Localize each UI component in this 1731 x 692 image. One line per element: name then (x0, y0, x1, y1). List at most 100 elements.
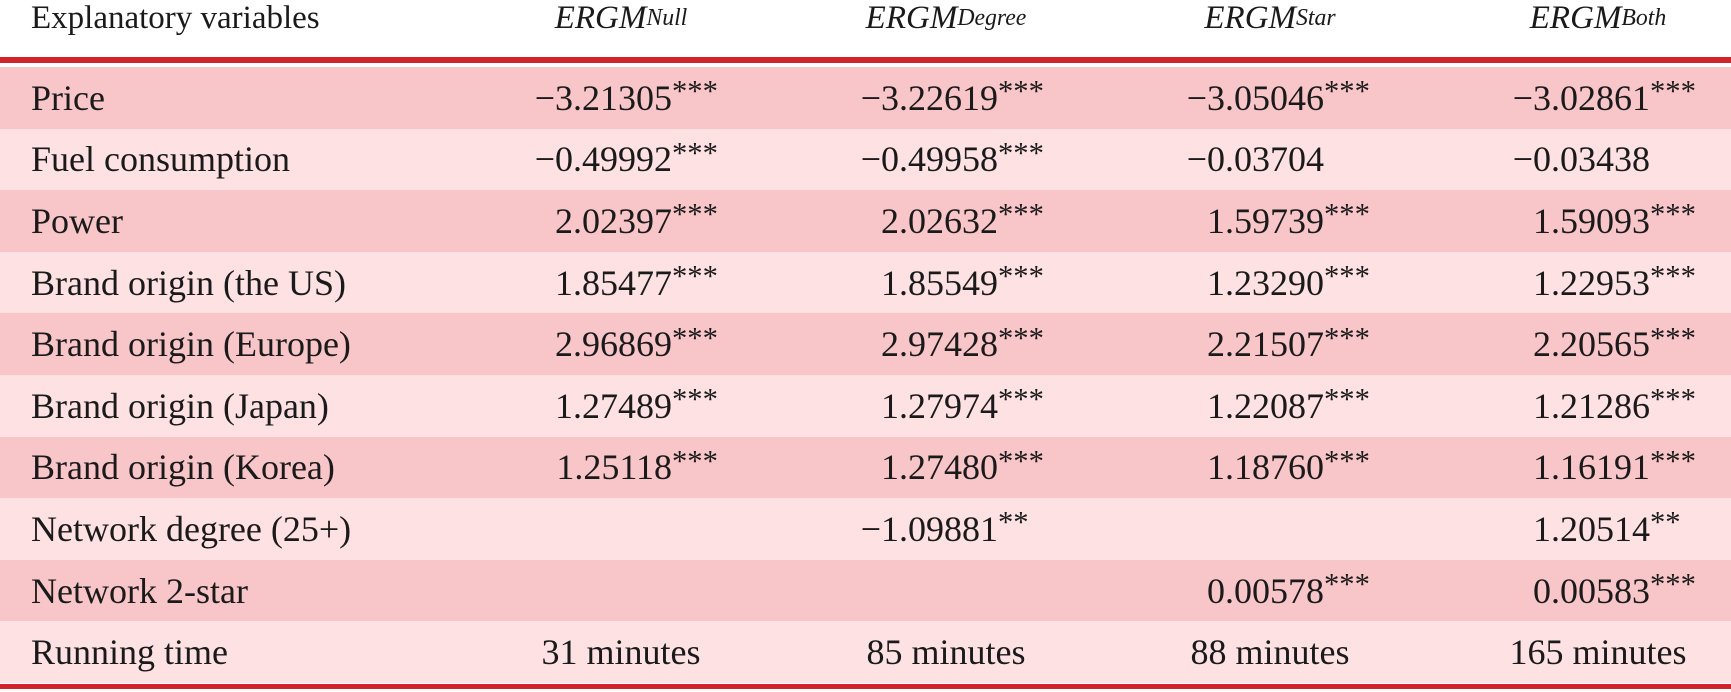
table-cell: Brand origin (Japan) (31, 375, 329, 437)
table-cell: 1.21286 *** (1398, 375, 1698, 437)
significance: *** (1650, 258, 1696, 293)
table-row: Power 2.02397 *** 2.02632 *** 1.59739 *** 1.590… (0, 190, 1731, 252)
significance: *** (1650, 320, 1696, 355)
table-cell: 165 minutes (1448, 621, 1731, 683)
significance: *** (672, 320, 718, 355)
column-header: ERGM Both (1448, 0, 1731, 36)
coefficient: −3.21305 (534, 77, 672, 118)
table-cell: 1.27480 *** (746, 437, 1046, 499)
coefficient: −3.02861 (1512, 77, 1650, 118)
coefficient: 1.27480 (881, 447, 998, 488)
coefficient: 1.85549 (881, 262, 998, 303)
table-row: Brand origin (the US) 1.85477 *** 1.85549 **… (0, 251, 1731, 314)
header-sub: Both (1621, 4, 1667, 31)
header-sub: Star (1296, 4, 1336, 31)
row-label: Brand origin (Japan) (31, 385, 329, 426)
table-cell: 1.20514 ** (1398, 498, 1698, 560)
header-main: ERGM (554, 0, 647, 36)
significance: ** (1650, 505, 1681, 540)
row-label: Network 2-star (31, 570, 248, 611)
significance: *** (1650, 443, 1696, 478)
table-cell: 1.25118 *** (420, 437, 720, 499)
row-label: Fuel consumption (31, 139, 290, 180)
coefficient: 2.97428 (881, 324, 998, 365)
row-label: Price (31, 77, 105, 118)
row-label: Network degree (25+) (31, 508, 352, 549)
table-cell: Brand origin (the US) (31, 252, 346, 314)
coefficient: 0.00578 (1207, 570, 1324, 611)
table-cell: 1.18760 *** (1072, 437, 1372, 499)
table-cell: Brand origin (Europe) (31, 313, 351, 375)
table-cell: 0.00583 *** (1398, 560, 1698, 622)
coefficient: 1.27489 (555, 385, 672, 426)
table-cell: 1.22953 *** (1398, 252, 1698, 314)
significance: *** (998, 197, 1044, 232)
table-cell: 1.59739 *** (1072, 190, 1372, 252)
table-cell: −3.22619 *** (746, 67, 1046, 129)
header-main: ERGM (1204, 0, 1297, 36)
table-cell: −3.21305 *** (420, 67, 720, 129)
coefficient: 1.20514 (1533, 508, 1650, 549)
header-row: Explanatory variables ERGM Null ERGM Degree E… (0, 0, 1731, 36)
table-cell: Fuel consumption (31, 129, 290, 191)
coefficient: −0.49958 (860, 139, 998, 180)
row-label: Running time (31, 632, 228, 673)
significance: *** (998, 320, 1044, 355)
coefficient: −0.03704 (1186, 139, 1324, 180)
table-cell: 2.97428 *** (746, 313, 1046, 375)
significance: *** (672, 382, 718, 417)
table-cell: 88 minutes (1120, 621, 1420, 683)
table-cell: 1.59093 *** (1398, 190, 1698, 252)
coefficient: 2.20565 (1533, 324, 1650, 365)
coefficient: 1.27974 (881, 385, 998, 426)
table-row: Brand origin (Korea) 1.25118 *** 1.27480 ***… (0, 436, 1731, 499)
table-cell: −0.03438 (1398, 129, 1698, 191)
header-sub: Null (646, 4, 688, 31)
coefficient: 2.96869 (555, 324, 672, 365)
table-cell: 1.22087 *** (1072, 375, 1372, 437)
row-label: Brand origin (Korea) (31, 447, 335, 488)
cell-text: 165 minutes (1509, 632, 1687, 673)
table-cell: Running time (31, 621, 228, 683)
coefficient: 1.85477 (555, 262, 672, 303)
table-row: Fuel consumption −0.49992 *** −0.49958 *** −0… (0, 128, 1731, 191)
table-cell: 2.20565 *** (1398, 313, 1698, 375)
coefficient: 1.22087 (1207, 385, 1324, 426)
table-cell: 0.00578 *** (1072, 560, 1372, 622)
coefficient: 1.16191 (1533, 447, 1650, 488)
significance: *** (998, 443, 1044, 478)
table-cell: 31 minutes (471, 621, 771, 683)
table-cell: −0.03704 (1072, 129, 1372, 191)
header-main: ERGM (865, 0, 958, 36)
coefficient: −0.49992 (534, 139, 672, 180)
coefficient: 1.21286 (1533, 385, 1650, 426)
significance: *** (998, 74, 1044, 109)
significance: *** (672, 74, 718, 109)
significance: *** (1650, 566, 1696, 601)
significance: *** (1324, 382, 1370, 417)
table-cell: 2.21507 *** (1072, 313, 1372, 375)
significance: *** (998, 135, 1044, 170)
coefficient: 1.22953 (1533, 262, 1650, 303)
table-cell: −0.49958 *** (746, 129, 1046, 191)
table-cell: 2.02632 *** (746, 190, 1046, 252)
table-row: Network degree (25+) −1.09881 ** 1.20514 ** (0, 498, 1731, 560)
coefficient: −0.03438 (1512, 139, 1650, 180)
significance: *** (672, 258, 718, 293)
table-cell: Power (31, 190, 123, 252)
header-sub: Degree (957, 4, 1027, 31)
table-row: Network 2-star 0.00578 *** 0.00583 *** (0, 559, 1731, 622)
table-row: Brand origin (Europe) 2.96869 *** 2.97428 **… (0, 313, 1731, 375)
significance: *** (1650, 197, 1696, 232)
table-cell: 2.96869 *** (420, 313, 720, 375)
table-cell: 1.85477 *** (420, 252, 720, 314)
table-cell: 1.16191 *** (1398, 437, 1698, 499)
coefficient: 2.02632 (881, 200, 998, 241)
table-cell: 1.23290 *** (1072, 252, 1372, 314)
coefficient: 1.18760 (1207, 447, 1324, 488)
table-cell: −3.02861 *** (1398, 67, 1698, 129)
significance: *** (998, 258, 1044, 293)
table-cell: 85 minutes (796, 621, 1096, 683)
table-cell: Brand origin (Korea) (31, 437, 335, 499)
